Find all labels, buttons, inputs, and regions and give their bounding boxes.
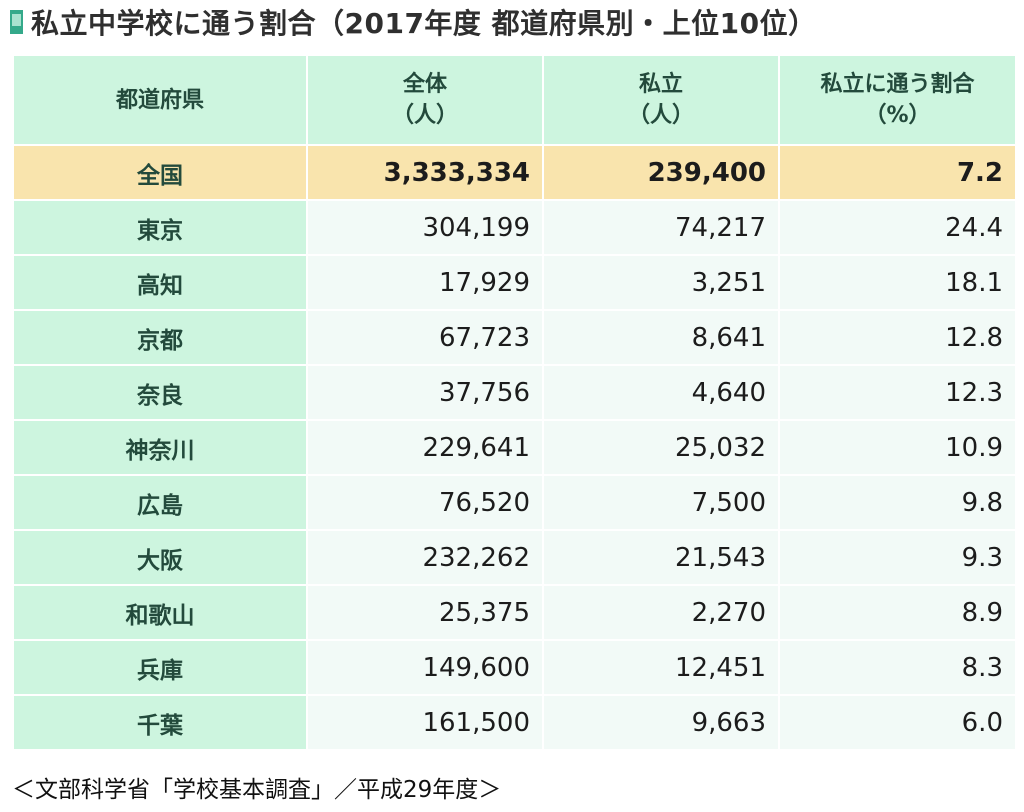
page-title: 私立中学校に通う割合（2017年度 都道府県別・上位10位） [31, 7, 817, 40]
private-cell: 8,641 [542, 309, 780, 366]
prefecture-cell: 京都 [12, 309, 308, 366]
private-cell: 21,543 [542, 529, 780, 586]
prefecture-cell: 全国 [12, 144, 308, 201]
private-cell: 74,217 [542, 199, 780, 256]
table-row: 高知 17,929 3,251 18.1 [12, 254, 1017, 311]
private-cell: 2,270 [542, 584, 780, 641]
total-cell: 232,262 [306, 529, 544, 586]
total-cell: 3,333,334 [306, 144, 544, 201]
private-cell: 4,640 [542, 364, 780, 421]
total-cell: 25,375 [306, 584, 544, 641]
title-bar: 私立中学校に通う割合（2017年度 都道府県別・上位10位） [10, 0, 817, 44]
table-row: 京都 67,723 8,641 12.8 [12, 309, 1017, 366]
table-header-row: 都道府県 全体 （人） 私立 （人） 私立に通う割合 （%） [12, 54, 1017, 146]
total-cell: 149,600 [306, 639, 544, 696]
prefecture-cell: 奈良 [12, 364, 308, 421]
ratio-cell: 10.9 [778, 419, 1017, 476]
ratio-cell: 8.9 [778, 584, 1017, 641]
header-ratio: 私立に通う割合 （%） [778, 54, 1017, 146]
prefecture-cell: 広島 [12, 474, 308, 531]
table-row: 和歌山 25,375 2,270 8.9 [12, 584, 1017, 641]
ratio-cell: 24.4 [778, 199, 1017, 256]
total-cell: 229,641 [306, 419, 544, 476]
table-row: 神奈川 229,641 25,032 10.9 [12, 419, 1017, 476]
total-cell: 37,756 [306, 364, 544, 421]
prefecture-cell: 兵庫 [12, 639, 308, 696]
private-cell: 25,032 [542, 419, 780, 476]
prefecture-cell: 千葉 [12, 694, 308, 751]
ratio-cell: 12.8 [778, 309, 1017, 366]
table-row: 東京 304,199 74,217 24.4 [12, 199, 1017, 256]
ratio-cell: 8.3 [778, 639, 1017, 696]
prefecture-cell: 東京 [12, 199, 308, 256]
total-cell: 17,929 [306, 254, 544, 311]
ratio-cell: 6.0 [778, 694, 1017, 751]
ratio-cell: 12.3 [778, 364, 1017, 421]
table-row: 大阪 232,262 21,543 9.3 [12, 529, 1017, 586]
private-cell: 7,500 [542, 474, 780, 531]
ratio-table: 都道府県 全体 （人） 私立 （人） 私立に通う割合 （%） 全国 3,333,334… [12, 54, 1017, 751]
prefecture-cell: 大阪 [12, 529, 308, 586]
total-cell: 67,723 [306, 309, 544, 366]
private-cell: 239,400 [542, 144, 780, 201]
table-row: 千葉 161,500 9,663 6.0 [12, 694, 1017, 751]
ratio-cell: 9.8 [778, 474, 1017, 531]
table-row: 兵庫 149,600 12,451 8.3 [12, 639, 1017, 696]
table-row: 広島 76,520 7,500 9.8 [12, 474, 1017, 531]
private-cell: 3,251 [542, 254, 780, 311]
ratio-cell: 9.3 [778, 529, 1017, 586]
private-cell: 9,663 [542, 694, 780, 751]
header-total: 全体 （人） [306, 54, 544, 146]
source-note: ＜文部科学省「学校基本調査」／平成29年度＞ [12, 777, 502, 803]
header-prefecture: 都道府県 [12, 54, 308, 146]
prefecture-cell: 高知 [12, 254, 308, 311]
bookmark-icon [10, 10, 23, 34]
table-row: 奈良 37,756 4,640 12.3 [12, 364, 1017, 421]
private-cell: 12,451 [542, 639, 780, 696]
ratio-cell: 18.1 [778, 254, 1017, 311]
prefecture-cell: 神奈川 [12, 419, 308, 476]
ratio-cell: 7.2 [778, 144, 1017, 201]
table-row-national: 全国 3,333,334 239,400 7.2 [12, 144, 1017, 201]
total-cell: 76,520 [306, 474, 544, 531]
header-private: 私立 （人） [542, 54, 780, 146]
prefecture-cell: 和歌山 [12, 584, 308, 641]
total-cell: 161,500 [306, 694, 544, 751]
total-cell: 304,199 [306, 199, 544, 256]
